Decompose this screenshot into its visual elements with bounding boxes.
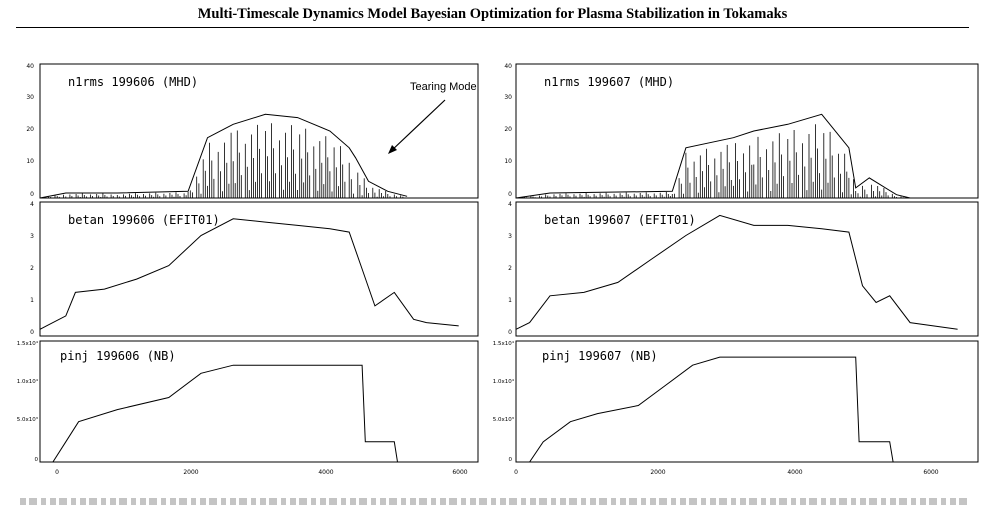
y-tick: 30 [504,94,512,101]
y-tick: 0 [508,191,512,198]
y-tick: 0 [30,329,34,336]
panel-frame-betan-right [515,201,979,337]
y-tick: 1.5x10⁴ [493,340,515,347]
y-tick: 0 [30,191,34,198]
series-line [516,356,978,463]
y-tick: 1.5x10⁴ [17,340,39,347]
y-tick: 1 [30,297,34,304]
y-tick: 3 [30,233,34,240]
header-rule [16,27,969,28]
y-tick: 1.0x10⁴ [493,378,515,385]
y-tick: 2 [508,265,512,272]
left-column: n1rms 199606 (MHD) betan 199606 (EFIT01)… [17,63,479,476]
y-tick: 2 [30,265,34,272]
annotation-arrow [389,99,446,153]
y-tick: 1 [508,297,512,304]
paper-header: Multi-Timescale Dynamics Model Bayesian … [0,0,985,40]
x-tick: 0 [55,469,59,476]
panel-frame-n1rms-right [515,63,979,199]
x-tick: 4000 [318,469,333,476]
caption-cutoff [0,494,985,505]
series-layer [39,113,978,463]
x-tick: 0 [514,469,518,476]
series-line [515,113,911,199]
y-tick: 20 [26,126,34,133]
y-tick: 40 [504,63,512,70]
right-column: n1rms 199607 (MHD) betan 199607 (EFIT01)… [493,63,979,476]
x-tick: 2000 [650,469,665,476]
panel-frame-betan-left [39,201,479,337]
annotation-arrowhead [388,145,397,154]
y-tick: 0 [508,329,512,336]
y-tick: 1.0x10⁴ [17,378,39,385]
panel-label: n1rms 199607 (MHD) [544,75,674,89]
series-line [515,214,958,330]
series-line [39,113,408,199]
y-tick: 5.0x10³ [17,416,38,423]
y-tick: 10 [26,158,34,165]
panel-frame-pinj-right [515,340,979,463]
x-tick: 6000 [923,469,938,476]
y-tick: 0 [35,457,39,463]
x-tick: 4000 [787,469,802,476]
y-tick: 4 [508,201,512,208]
panel-label: pinj 199607 (NB) [542,349,658,363]
y-tick: 5.0x10³ [493,416,514,423]
series-line [40,364,478,463]
panel-label: betan 199607 (EFIT01) [544,213,696,227]
caption-text-fragment [20,498,970,505]
y-tick: 0 [509,457,513,463]
x-tick: 2000 [183,469,198,476]
panel-label: n1rms 199606 (MHD) [68,75,198,89]
x-tick: 6000 [452,469,467,476]
y-tick: 40 [26,63,34,70]
tearing-mode-annotation: Tearing Mode [410,81,477,93]
series-line [39,218,459,330]
panel-label: betan 199606 (EFIT01) [68,213,220,227]
panel-frame-pinj-left [39,340,479,463]
y-tick: 30 [26,94,34,101]
paper-title: Multi-Timescale Dynamics Model Bayesian … [197,6,788,22]
y-tick: 4 [30,201,34,208]
panel-label: pinj 199606 (NB) [60,349,176,363]
y-tick: 20 [504,126,512,133]
y-tick: 10 [504,158,512,165]
y-tick: 3 [508,233,512,240]
